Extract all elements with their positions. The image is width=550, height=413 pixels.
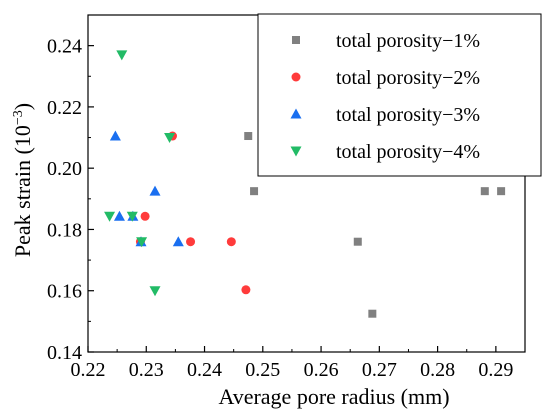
data-point — [116, 50, 128, 61]
y-axis: 0.14 0.16 0.18 0.20 0.22 0.24 — [47, 14, 94, 364]
data-point — [497, 187, 506, 196]
data-point — [353, 237, 362, 246]
x-axis: 0.22 0.23 0.24 0.25 0.26 0.27 0.28 0.29 — [71, 346, 513, 381]
legend-marker — [292, 36, 300, 44]
legend-marker — [290, 108, 302, 119]
legend-label: total porosity−4% — [336, 141, 480, 163]
data-point — [244, 132, 253, 141]
data-point — [104, 211, 116, 222]
data-point — [113, 210, 125, 221]
legend-box — [257, 13, 542, 177]
data-point — [368, 309, 377, 318]
data-point — [126, 211, 138, 222]
data-point — [140, 211, 150, 221]
x-tick-label: 0.24 — [187, 359, 222, 381]
y-axis-title-superscript: −3 — [11, 110, 26, 125]
y-axis-title: Peak strain (10−3) — [10, 103, 35, 257]
x-tick-label: 0.26 — [304, 359, 339, 381]
y-tick-label: 0.14 — [47, 342, 82, 364]
y-tick-label: 0.22 — [47, 97, 82, 119]
y-tick-label: 0.18 — [47, 219, 82, 241]
x-tick-label: 0.22 — [71, 359, 106, 381]
x-axis-title: Average pore radius (mm) — [218, 384, 449, 409]
x-tick-label: 0.23 — [129, 359, 164, 381]
x-tick-label: 0.28 — [420, 359, 455, 381]
data-point — [149, 185, 161, 196]
legend-label: total porosity−1% — [336, 30, 480, 52]
data-point — [226, 237, 236, 247]
data-point — [480, 187, 489, 196]
data-point — [186, 237, 196, 247]
x-tick-label: 0.25 — [245, 359, 280, 381]
data-point — [164, 133, 176, 144]
data-points — [104, 50, 506, 318]
legend-marker — [291, 72, 301, 82]
x-tick-label: 0.27 — [362, 359, 397, 381]
data-point — [149, 286, 161, 297]
y-tick-label: 0.24 — [47, 36, 82, 58]
data-point — [250, 187, 259, 196]
data-point — [109, 130, 121, 141]
y-tick-label: 0.16 — [47, 281, 82, 303]
data-point — [136, 237, 148, 248]
data-point — [241, 285, 251, 295]
legend: total porosity−1% total porosity−2% total … — [257, 13, 542, 177]
y-tick-label: 0.20 — [47, 158, 82, 180]
legend-marker — [290, 146, 302, 157]
x-tick-label: 0.29 — [478, 359, 513, 381]
legend-label: total porosity−2% — [336, 67, 480, 89]
legend-label: total porosity−3% — [336, 104, 480, 126]
data-point — [172, 236, 184, 247]
